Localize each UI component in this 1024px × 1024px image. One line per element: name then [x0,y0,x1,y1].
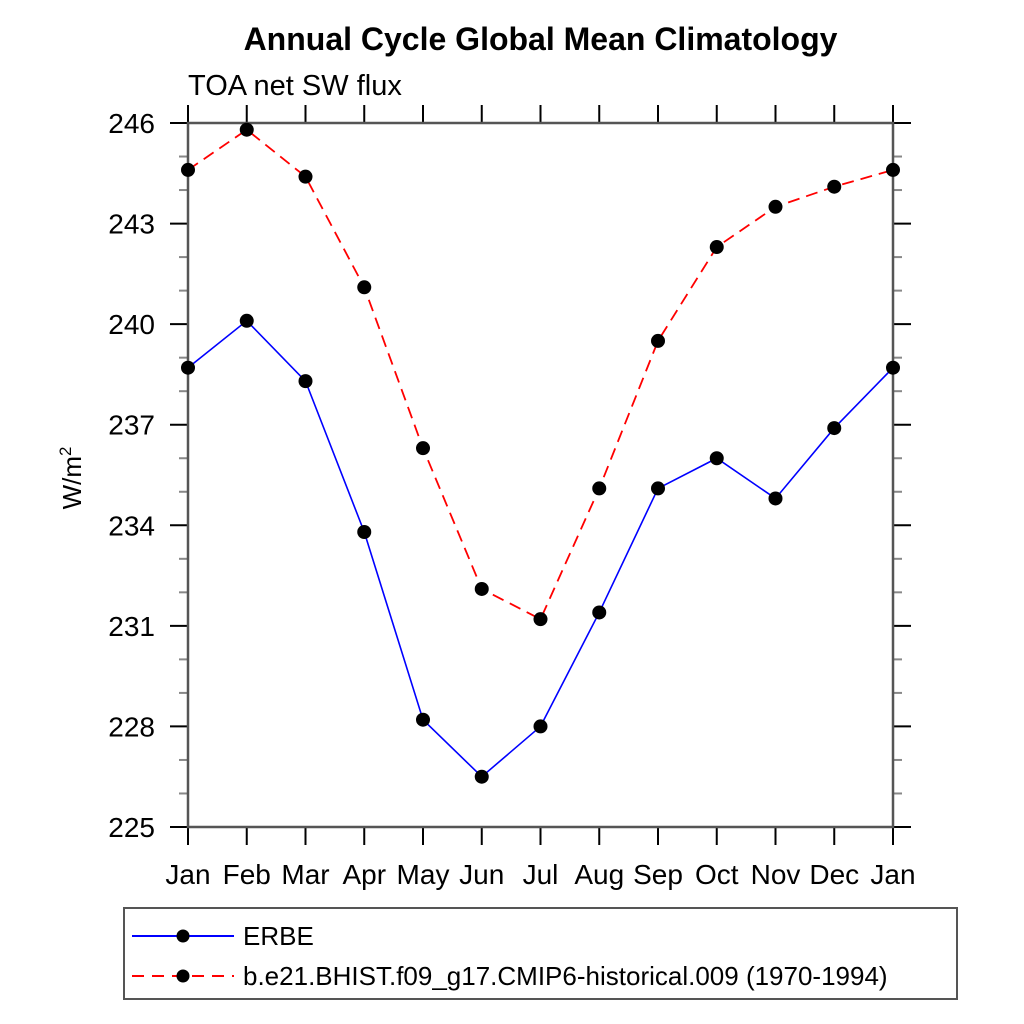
x-tick-label: Aug [574,859,624,890]
x-tick-label: Dec [809,859,859,890]
data-point-marker [709,240,724,255]
x-tick-label: Mar [281,859,329,890]
legend-item-model: b.e21.BHIST.f09_g17.CMIP6-historical.009… [130,956,956,996]
data-point-marker [768,491,783,506]
legend-marker-sample [176,929,190,943]
legend-sample-model [132,969,234,983]
x-tick-label: Jan [870,859,915,890]
data-point-marker [533,612,548,627]
x-tick-label: Sep [633,859,683,890]
y-tick-label: 240 [108,309,155,340]
data-point-marker [474,769,489,784]
x-tick-label: Jul [523,859,559,890]
x-tick-label: Apr [342,859,386,890]
data-point-marker [416,441,430,456]
y-tick-label: 243 [108,209,155,240]
data-point-marker [709,451,724,466]
y-tick-label: 231 [108,611,155,642]
legend-label-model: b.e21.BHIST.f09_g17.CMIP6-historical.009… [243,960,888,991]
data-point-marker [827,421,842,436]
data-point-marker [357,280,372,295]
data-point-marker [298,169,313,184]
data-point-marker [592,481,607,496]
data-point-marker [239,313,254,328]
data-point-marker [181,360,195,375]
data-point-marker [474,581,489,596]
x-tick-label: May [397,859,450,890]
legend-item-erbe: ERBE [130,916,956,956]
x-tick-label: Jun [459,859,504,890]
y-tick-label: 225 [108,812,155,843]
data-point-marker [886,162,900,177]
series-line-model [187,128,894,621]
x-tick-label: Oct [695,859,739,890]
data-point-marker [827,179,842,194]
y-tick-label: 246 [108,108,155,139]
chart-subtitle: TOA net SW flux [188,70,402,102]
data-point-marker [592,605,607,620]
data-point-marker [298,374,313,389]
y-tick-label: 234 [108,510,155,541]
x-tick-label: Nov [751,859,801,890]
data-point-marker [651,481,665,496]
data-point-marker [533,719,548,734]
data-point-marker [651,333,665,348]
data-point-marker [181,162,195,177]
series-line-erbe [187,319,894,778]
data-point-marker [357,524,372,539]
x-tick-label: Jan [165,859,210,890]
data-point-marker [239,122,254,137]
plot-frame [186,121,895,829]
data-point-marker [886,360,900,375]
chart-title: Annual Cycle Global Mean Climatology [243,21,838,57]
legend-label-erbe: ERBE [243,920,314,951]
legend-marker-sample [176,969,190,983]
legend-box: ERBE b.e21.BHIST.f09_g17.CMIP6-historica… [123,907,958,1000]
x-tick-label: Feb [223,859,271,890]
data-point-marker [416,712,430,727]
y-tick-label: 237 [108,410,155,441]
data-point-marker [768,199,783,214]
y-tick-label: 228 [108,711,155,742]
legend-sample-erbe [132,929,234,943]
